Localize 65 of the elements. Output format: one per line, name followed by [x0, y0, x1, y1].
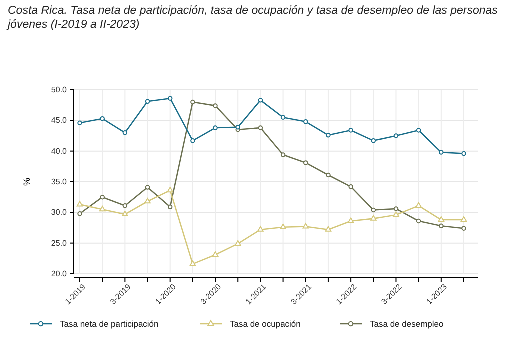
- point: [280, 224, 286, 230]
- point: [236, 125, 240, 130]
- point: [393, 212, 400, 218]
- y-tick-label: 40.0: [51, 146, 68, 156]
- point: [258, 98, 264, 103]
- point: [370, 215, 377, 221]
- chart-title: Costa Rica. Tasa neta de participación, tasa de ocupación y tasa de desempleo de las personas jóvenes (I-2019 a II-2023): [8, 4, 499, 32]
- point: [462, 226, 466, 231]
- point: [144, 198, 151, 204]
- y-tick-label: 20.0: [51, 270, 68, 279]
- point: [439, 224, 444, 229]
- point: [234, 240, 242, 246]
- y-tick-label: 50.0: [51, 86, 68, 95]
- point: [190, 138, 196, 144]
- point: [416, 218, 422, 224]
- point: [371, 208, 376, 213]
- point: [122, 204, 128, 208]
- point: [325, 226, 332, 232]
- point: [348, 184, 354, 190]
- legend-label: Tasa neta de participación: [60, 319, 160, 329]
- point: [326, 133, 331, 138]
- point: [258, 226, 264, 232]
- point: [394, 206, 399, 212]
- point: [416, 128, 422, 133]
- point: [438, 216, 445, 222]
- y-axis-title: %: [22, 178, 32, 186]
- point: [302, 223, 310, 229]
- point: [348, 128, 354, 133]
- point: [190, 100, 196, 105]
- point: [122, 130, 128, 136]
- point: [280, 115, 286, 120]
- point: [168, 96, 173, 101]
- point: [167, 187, 174, 193]
- point: [394, 134, 399, 138]
- point: [416, 202, 422, 208]
- point: [258, 126, 264, 130]
- point: [304, 120, 308, 124]
- point: [213, 126, 218, 130]
- point: [462, 151, 466, 156]
- point: [145, 185, 150, 190]
- point: [371, 138, 376, 144]
- point: [78, 212, 82, 216]
- point: [145, 99, 150, 104]
- point: [100, 116, 105, 122]
- point: [348, 218, 354, 224]
- point: [99, 206, 106, 212]
- point: [213, 104, 218, 108]
- y-tick-label: 45.0: [51, 116, 68, 126]
- point: [280, 152, 286, 158]
- point: [78, 120, 82, 126]
- point: [122, 210, 128, 217]
- point: [326, 172, 331, 178]
- point: [100, 194, 105, 200]
- point: [76, 201, 84, 207]
- point: [439, 150, 444, 155]
- point: [460, 216, 468, 222]
- legend-label: Tasa de desempleo: [370, 319, 444, 329]
- legend-label: Tasa de ocupación: [230, 319, 302, 329]
- y-tick-label: 25.0: [51, 238, 68, 248]
- y-tick-label: 35.0: [51, 178, 68, 187]
- point: [190, 260, 196, 266]
- point: [168, 204, 173, 210]
- y-tick-label: 30.0: [51, 208, 68, 218]
- point: [212, 251, 219, 258]
- point: [304, 160, 308, 166]
